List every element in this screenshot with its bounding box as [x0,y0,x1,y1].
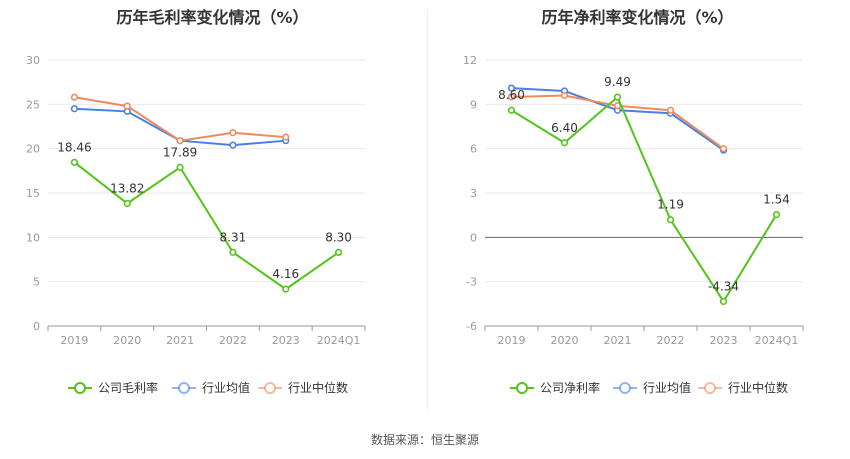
data-point-company [229,248,237,256]
data-point-company [70,158,79,166]
x-tick-label: 2019 [60,334,88,347]
gross-margin-chart: 0 5 10 15 20 25 30 2019 2020 2021 2022 2023 2024Q1 18… [26,54,366,395]
chart-title: 历年毛利率变化情况（%） [116,8,309,27]
legend-marker [74,382,86,394]
data-point-company [613,93,622,101]
gross-margin-panel: 历年毛利率变化情况（%） 0 5 10 15 20 25 30 2019 2020 2021 202… [0,0,425,420]
y-tick-label: 5 [33,276,40,289]
y-tick-label: 10 [26,231,40,244]
data-point-company [772,210,781,219]
panel-divider [427,10,428,410]
x-tick-label: 2024Q1 [755,334,799,347]
y-tick-label: 0 [33,320,40,333]
x-tick-label: 2021 [604,334,632,347]
data-point-company [507,106,516,114]
net-margin-panel: 历年净利率变化情况（%） -6 -3 0 3 6 9 12 2019 2020 2021 2022 2… [425,0,850,420]
y-tick-label: 15 [26,187,40,200]
legend-label: 行业中位数 [728,380,788,395]
data-point-company [719,297,728,306]
x-tick-label: 2023 [272,334,300,347]
y-tick-label: 25 [26,98,40,111]
data-point-industry-median [123,102,131,110]
series-line-industry-median [74,96,286,142]
legend-marker [704,382,716,394]
data-point-industry-average [507,84,516,92]
data-point-company [334,248,343,257]
data-point-industry-median [70,93,79,101]
legend-label: 行业均值 [643,380,691,395]
y-tick-label: 30 [26,54,40,67]
data-point-industry-median [666,106,675,114]
legend-label: 公司净利率 [540,380,600,395]
data-point-industry-median [176,137,184,145]
data-point-industry-average [229,141,237,149]
data-label: 13.82 [110,181,144,195]
legend-marker [178,382,190,394]
x-tick-label: 2019 [498,334,526,347]
y-tick-label: -6 [466,320,477,333]
legend-marker [264,382,276,394]
data-label: 1.19 [657,198,684,212]
data-point-industry-median [507,93,516,101]
data-point-industry-average [70,105,79,113]
x-tick-label: 2024Q1 [317,334,361,347]
x-tick-label: 2021 [166,334,194,347]
data-point-company [123,199,131,208]
y-tick-label: 0 [470,231,477,244]
data-point-company [666,216,675,224]
data-label: -4.34 [708,279,739,293]
y-tick-label: 9 [470,98,477,111]
data-point-industry-median [560,91,569,100]
series-line-company [73,161,340,291]
data-label: 6.40 [551,121,578,135]
legend-marker [516,382,528,394]
x-tick-label: 2023 [710,334,738,347]
x-tick-label: 2020 [551,334,579,347]
data-source: 数据来源：恒生聚源 [370,433,479,447]
data-label: 1.54 [763,193,790,207]
data-label: 4.16 [272,267,299,281]
data-label: 17.89 [163,145,197,159]
x-tick-label: 2022 [219,334,247,347]
data-point-industry-median [229,129,237,137]
data-point-company [176,163,184,171]
legend-label: 行业中位数 [288,380,348,395]
data-label: 18.46 [57,140,91,154]
data-label: 8.60 [498,88,525,102]
legend-label: 行业均值 [202,380,250,395]
y-tick-label: -3 [466,276,477,289]
y-tick-label: 3 [470,187,477,200]
data-point-industry-median [719,145,728,153]
net-margin-chart: -6 -3 0 3 6 9 12 2019 2020 2021 2022 2023 2024Q1 8.60… [463,54,804,395]
y-tick-label: 20 [26,143,40,156]
y-tick-label: 6 [470,143,477,156]
x-tick-label: 2022 [657,334,685,347]
data-label: 9.49 [604,75,631,89]
data-point-company [560,139,569,147]
legend-label: 公司毛利率 [98,380,158,395]
data-point-company [282,285,290,293]
data-label: 8.30 [325,230,352,244]
chart-title: 历年净利率变化情况（%） [541,8,734,27]
legend-marker [619,382,631,394]
y-tick-label: 12 [463,54,477,67]
data-point-industry-median [282,133,290,141]
data-label: 8.31 [220,230,247,244]
series-line-company [510,95,778,304]
x-tick-label: 2020 [113,334,141,347]
